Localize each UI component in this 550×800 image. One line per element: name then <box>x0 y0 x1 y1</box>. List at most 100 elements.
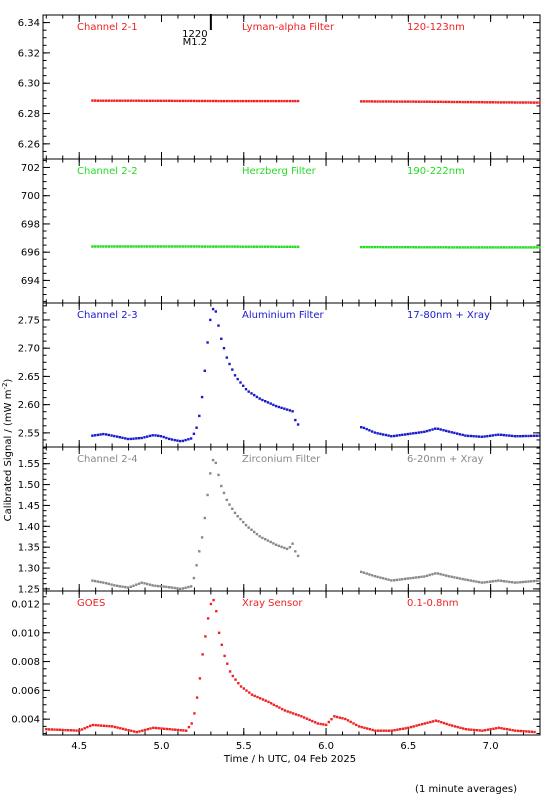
data-point <box>434 246 437 249</box>
data-point <box>538 579 541 582</box>
filter-label: Xray Sensor <box>242 598 303 609</box>
data-point <box>428 429 431 432</box>
data-point <box>143 436 146 439</box>
data-point <box>162 245 165 248</box>
data-point <box>170 438 174 441</box>
data-point <box>170 99 174 102</box>
data-point <box>456 432 459 435</box>
band-label: 120-123nm <box>407 22 465 33</box>
data-point <box>461 577 464 581</box>
panel-frame <box>42 590 541 736</box>
data-point <box>428 100 431 103</box>
data-point <box>217 631 221 634</box>
data-point <box>239 99 242 103</box>
data-point <box>132 437 135 440</box>
data-point <box>152 726 155 729</box>
panel-frame <box>42 14 541 160</box>
x-axis-label: Time / h UTC, 04 Feb 2025 <box>223 754 356 765</box>
data-point <box>149 727 152 730</box>
panel-frame <box>42 446 541 592</box>
data-point <box>431 246 434 249</box>
chart-panels: 6.26 6.28 6.30 6.32 6.34 Channel 2-1 Lyman-alp… <box>11 14 541 752</box>
data-point <box>242 245 245 248</box>
data-point <box>374 729 377 732</box>
data-point <box>102 581 105 584</box>
data-point <box>261 245 264 248</box>
data-point <box>291 99 294 103</box>
data-point <box>296 554 300 558</box>
data-point <box>453 725 457 728</box>
data-point <box>93 434 97 437</box>
data-point <box>168 245 171 248</box>
y-tick-label: 0.008 <box>11 657 40 668</box>
data-point <box>189 585 193 588</box>
data-point <box>535 434 538 437</box>
data-point <box>113 584 116 587</box>
data-point <box>514 729 517 732</box>
data-point <box>151 99 154 102</box>
data-point <box>401 100 404 103</box>
data-point <box>140 99 143 102</box>
data-point <box>467 728 470 731</box>
y-tick-label: 1.50 <box>18 480 40 491</box>
data-point <box>121 245 124 248</box>
data-point <box>201 653 204 656</box>
data-point <box>499 579 503 582</box>
data-point <box>524 434 527 438</box>
data-point <box>516 729 520 733</box>
data-point <box>283 546 286 550</box>
data-point <box>294 418 297 422</box>
data-point <box>140 436 143 440</box>
data-point <box>237 682 240 685</box>
data-point <box>159 585 163 588</box>
data-point <box>283 709 287 712</box>
data-point <box>214 245 217 248</box>
filter-label: Zirconium Filter <box>242 454 321 465</box>
data-point <box>143 728 147 732</box>
data-point <box>390 435 393 438</box>
data-point <box>173 99 176 103</box>
data-point <box>242 687 245 690</box>
data-point <box>228 503 231 506</box>
data-point <box>445 574 448 577</box>
data-point <box>442 429 445 432</box>
data-point <box>450 246 453 249</box>
data-point <box>538 101 541 104</box>
data-point <box>491 580 494 583</box>
data-point <box>53 728 56 731</box>
data-point <box>439 100 442 103</box>
data-point <box>499 101 503 104</box>
data-point <box>420 431 423 434</box>
data-point <box>83 727 86 730</box>
data-point <box>217 324 220 327</box>
y-tick-label: 0.012 <box>11 599 40 610</box>
data-point <box>423 430 426 433</box>
data-point <box>296 245 300 248</box>
data-point <box>370 574 374 577</box>
data-point <box>135 99 138 102</box>
data-point <box>179 729 182 732</box>
y-tick-label: 1.45 <box>18 501 40 512</box>
data-point <box>414 576 418 579</box>
data-point <box>107 582 110 586</box>
data-point <box>45 728 48 731</box>
data-point <box>508 101 511 104</box>
data-point <box>127 729 130 732</box>
data-point <box>406 432 409 436</box>
data-point <box>450 575 453 578</box>
data-point <box>532 101 536 104</box>
data-point <box>129 437 132 441</box>
data-point <box>502 101 505 104</box>
data-point <box>231 368 234 371</box>
data-point <box>384 433 388 437</box>
data-point <box>255 395 259 399</box>
data-point <box>423 246 426 249</box>
data-point <box>456 576 459 580</box>
data-point <box>450 100 453 104</box>
data-point <box>61 728 64 732</box>
data-point <box>459 726 462 729</box>
data-point <box>277 99 281 103</box>
data-point <box>370 245 374 249</box>
data-point <box>143 99 146 102</box>
data-point <box>247 390 250 393</box>
